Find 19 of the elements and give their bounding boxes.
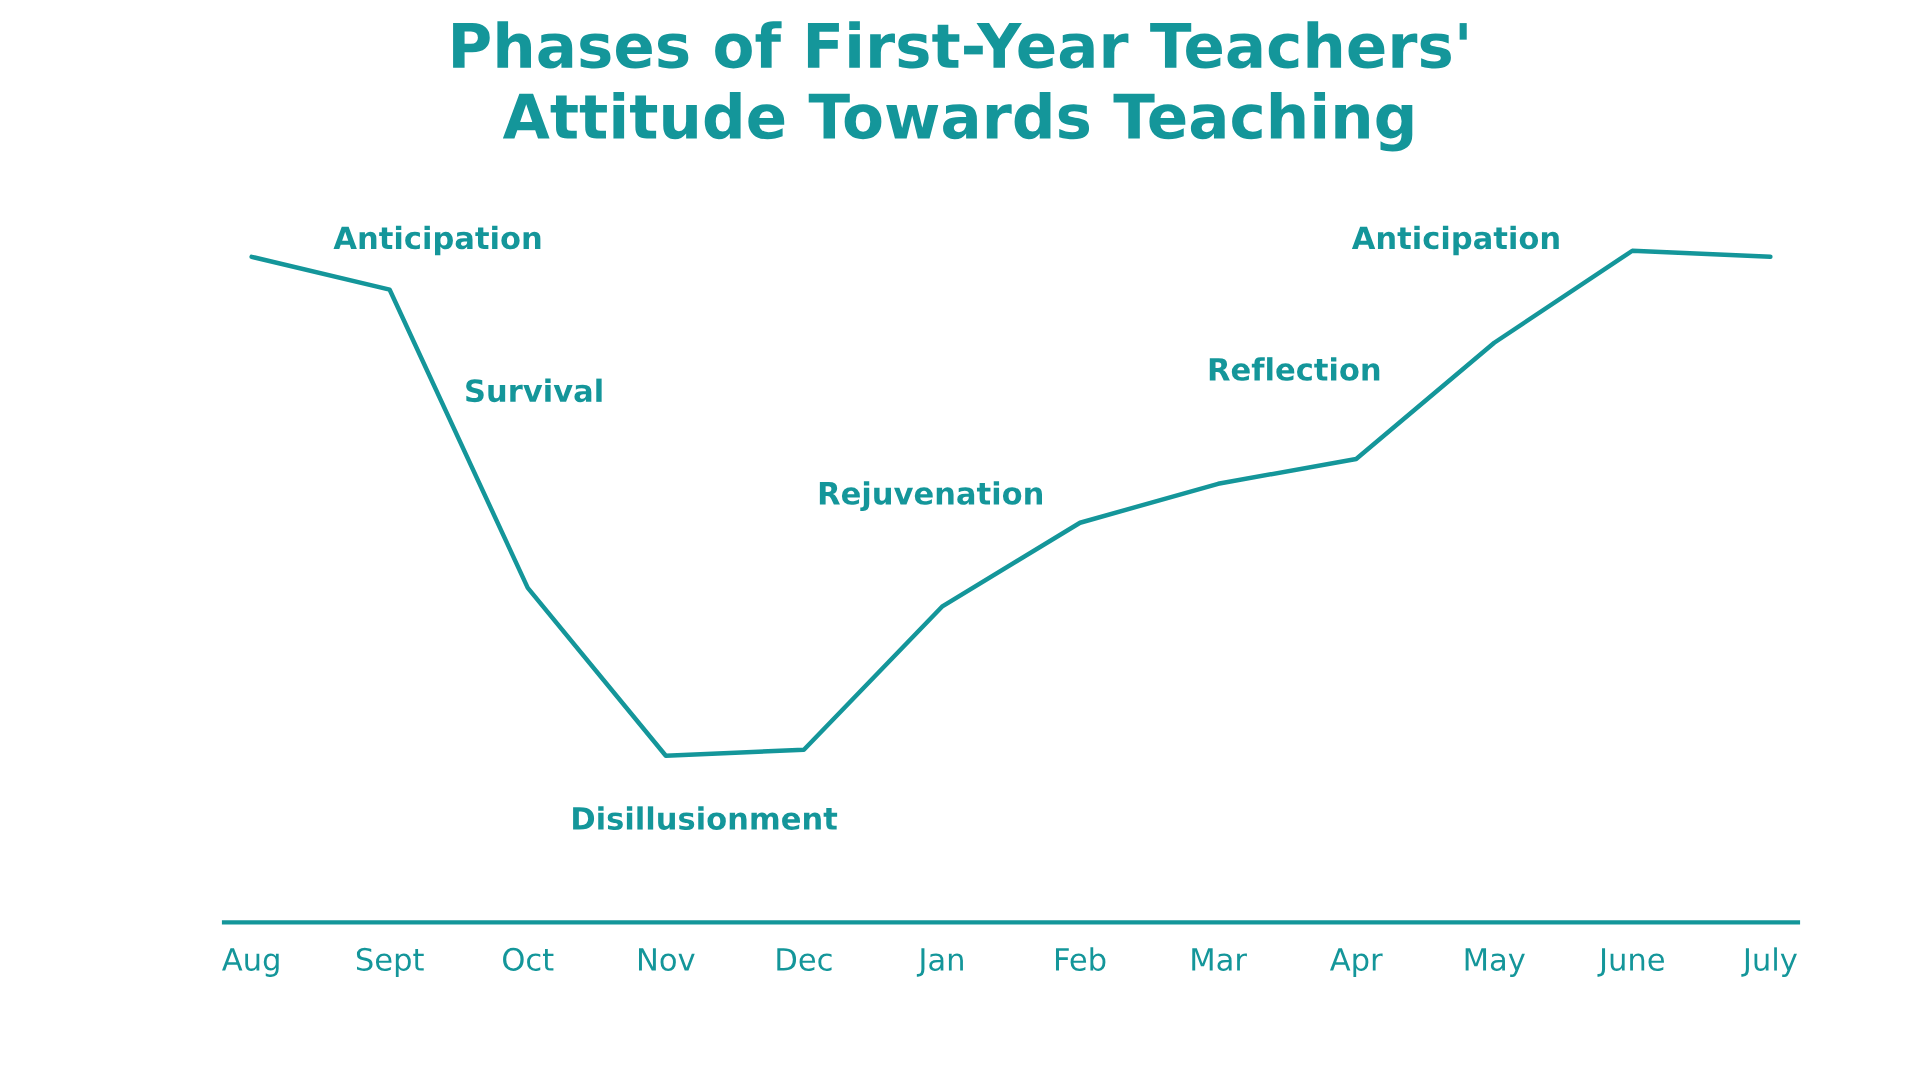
x-tick-label: May	[1465, 948, 1525, 977]
x-tick-label: Apr	[1329, 948, 1383, 977]
x-tick-label: Mar	[1192, 948, 1247, 971]
x-tick-label: Oct	[503, 947, 554, 971]
annotation: Disillusionment	[573, 806, 838, 830]
x-tick-label: June	[1597, 948, 1664, 977]
x-tick-label: July	[1741, 947, 1797, 977]
annotation: Rejuvenation	[819, 481, 1042, 511]
x-tick-label: Feb	[1055, 947, 1106, 971]
annotation: Survival	[466, 378, 602, 403]
x-tick-label: Aug	[222, 948, 279, 977]
annotation: Anticipation	[1351, 225, 1559, 256]
x-tick-label: Sept	[356, 947, 424, 977]
x-tick-label: Jan	[916, 948, 963, 977]
x-tick-label: Nov	[639, 948, 695, 971]
annotation: Anticipation	[333, 225, 541, 256]
x-tick-label: Dec	[777, 948, 832, 971]
chart-title: Phases of First-Year Teachers' Attitude Towards Teaching	[453, 21, 1467, 152]
annotation: Reflection	[1209, 357, 1380, 381]
